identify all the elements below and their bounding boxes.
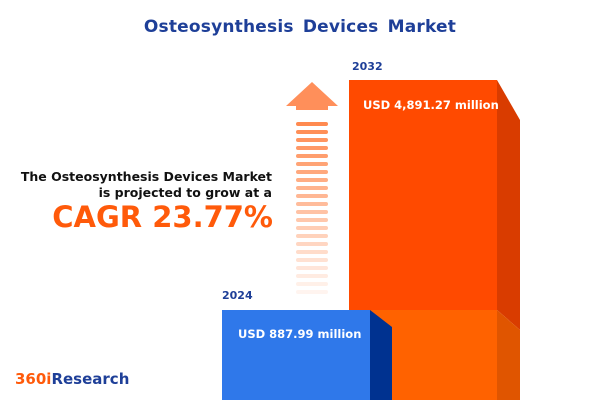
- arrow-stripe: [296, 258, 328, 262]
- arrow-stripe: [296, 250, 328, 254]
- arrow-stripe: [296, 274, 328, 278]
- arrow-stripe: [296, 162, 328, 166]
- arrow-stripe: [296, 138, 328, 142]
- year-label-2024: 2024: [222, 289, 253, 302]
- arrow-stripe: [296, 282, 328, 286]
- chart-title: Osteosynthesis Devices Market: [143, 17, 457, 37]
- description-line-2: is projected to grow at a: [98, 185, 272, 200]
- description-line-1: The Osteosynthesis Devices Market: [20, 169, 272, 184]
- value-label-2024: USD 887.99 million: [238, 327, 362, 341]
- arrow-stripe: [296, 178, 328, 182]
- arrow-stripe: [296, 154, 328, 158]
- logo: 360iResearch: [15, 370, 129, 388]
- arrow-stripe: [296, 122, 328, 126]
- arrow-stripe: [296, 210, 328, 214]
- arrow-stripe: [296, 170, 328, 174]
- arrow-stripe: [296, 226, 328, 230]
- arrow-stripe: [296, 242, 328, 246]
- arrow-stripe: [296, 234, 328, 238]
- year-label-2032: 2032: [352, 60, 383, 73]
- arrow-stripe: [296, 266, 328, 270]
- bar-2032-side: [497, 80, 520, 400]
- bar-2024-side: [370, 310, 392, 400]
- arrow-up-icon: [286, 82, 338, 110]
- arrow-stripe: [296, 186, 328, 190]
- arrow-stripe: [296, 218, 328, 222]
- bar-2032: [349, 80, 497, 310]
- logo-part-1: 360i: [15, 370, 52, 388]
- arrow-stripe: [296, 130, 328, 134]
- bar-2024: [222, 310, 370, 400]
- cagr-value: CAGR 23.77%: [52, 200, 273, 234]
- arrow-stripe: [296, 290, 328, 294]
- value-label-2032: USD 4,891.27 million: [363, 98, 499, 112]
- arrow-stripe: [296, 146, 328, 150]
- arrow-stripe: [296, 194, 328, 198]
- logo-part-2: Research: [51, 370, 130, 388]
- arrow-stripe: [296, 202, 328, 206]
